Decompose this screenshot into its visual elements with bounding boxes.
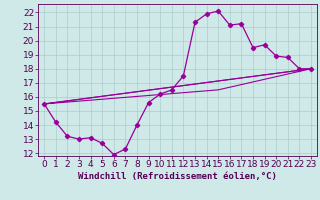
- X-axis label: Windchill (Refroidissement éolien,°C): Windchill (Refroidissement éolien,°C): [78, 172, 277, 181]
